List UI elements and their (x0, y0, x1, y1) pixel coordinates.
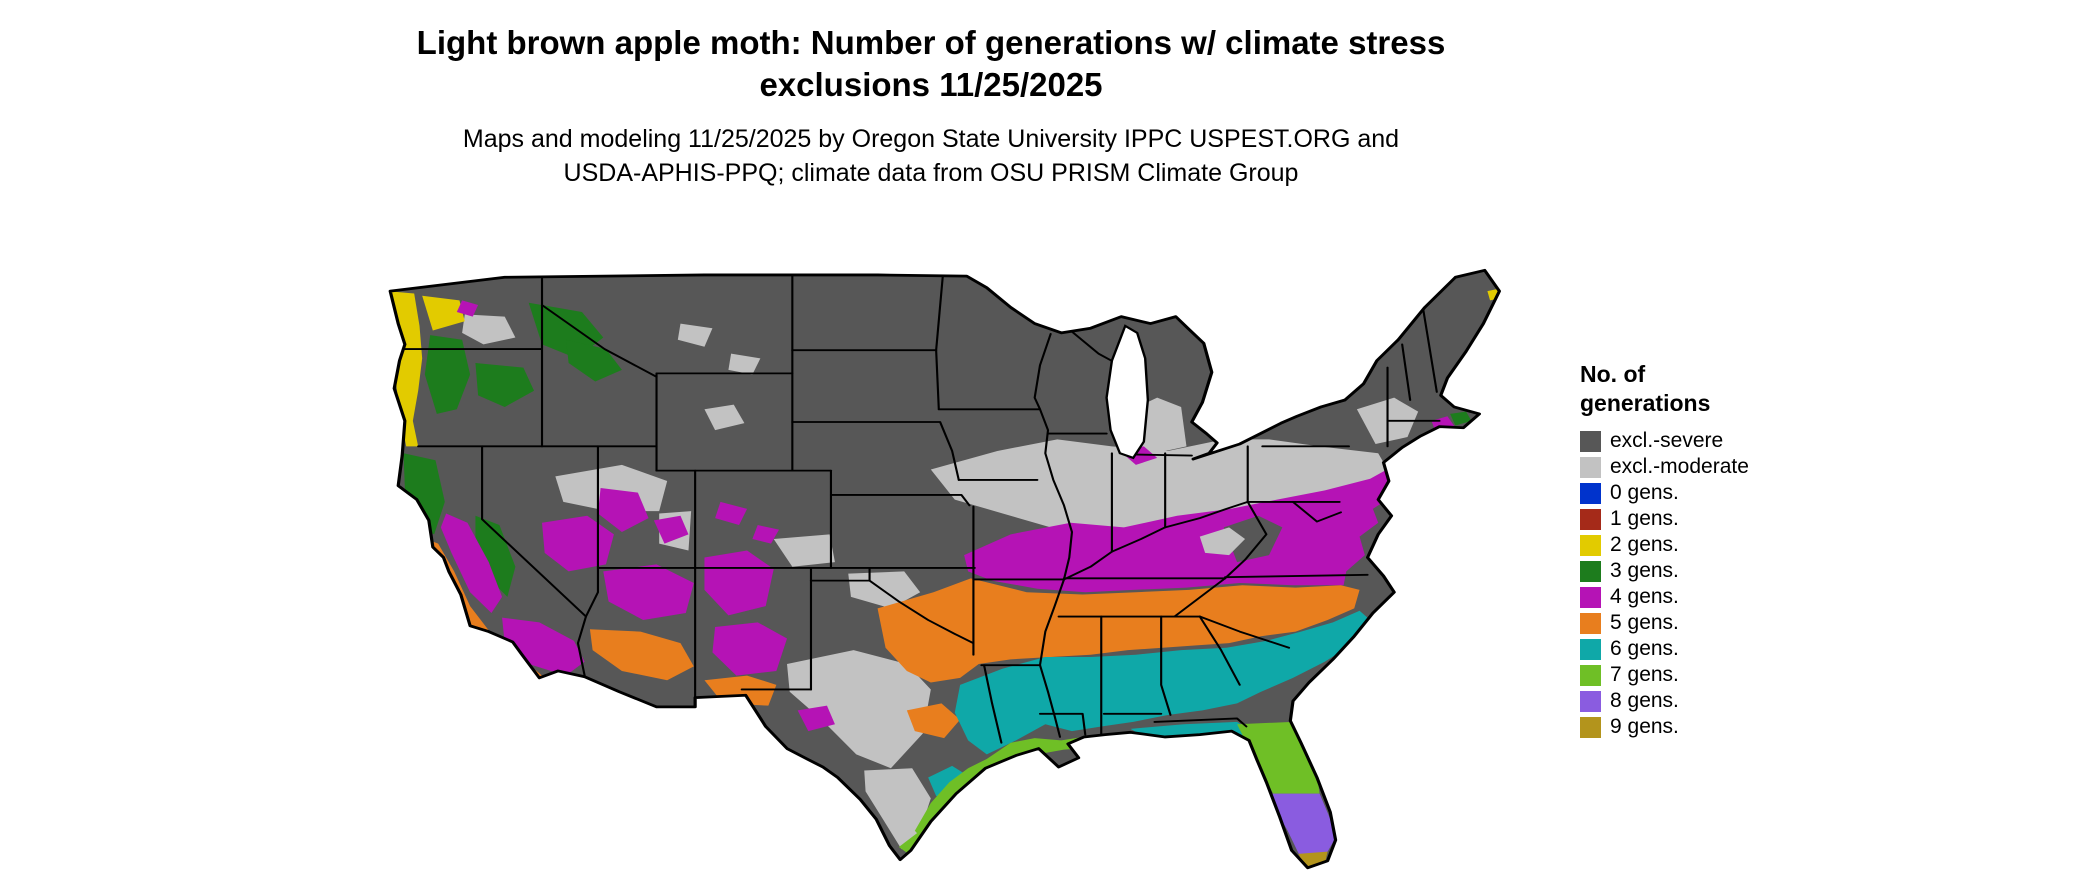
state-borders (403, 275, 1441, 744)
legend-item: 5 gens. (1580, 611, 1870, 634)
map-region (475, 362, 535, 407)
regions-overlay-exclusions (1199, 515, 1283, 563)
legend-label: 8 gens. (1610, 689, 1679, 712)
map-region (906, 703, 961, 739)
map-region (877, 578, 1360, 683)
us-outline (388, 268, 1501, 870)
map-region (440, 513, 503, 614)
legend-label: 7 gens. (1610, 663, 1679, 686)
legend-swatch (1580, 508, 1601, 530)
map-region (954, 610, 1373, 755)
page-subtitle: Maps and modeling 11/25/2025 by Oregon S… (0, 122, 1862, 190)
legend-label: 2 gens. (1610, 533, 1679, 556)
map-region (864, 768, 931, 850)
map-regions (390, 270, 1500, 868)
map-region (422, 295, 465, 331)
legend-swatch (1580, 664, 1601, 686)
regions-gen8 (1271, 793, 1335, 859)
map-region (712, 622, 788, 676)
map-region (1223, 515, 1283, 563)
map-region (424, 335, 471, 414)
map-region (677, 323, 713, 347)
map-region (475, 515, 516, 597)
map-region (502, 617, 585, 676)
map-region (787, 650, 931, 769)
subtitle-line-1: Maps and modeling 11/25/2025 by Oregon S… (462, 125, 1400, 153)
map-region (728, 353, 761, 375)
legend-title: No. of generations (1580, 360, 1870, 418)
us-generations-map (305, 224, 1530, 884)
map-region (542, 515, 614, 572)
map-legend: No. of generations excl.-severe excl.-mo… (1580, 360, 1870, 743)
legend-swatch (1580, 638, 1601, 660)
legend-swatch (1580, 430, 1601, 452)
map-region (752, 525, 780, 544)
us-map-svg (388, 268, 1501, 870)
map-region (589, 629, 694, 681)
regions-gen3 (403, 302, 1472, 597)
legend-item: 2 gens. (1580, 533, 1870, 556)
legend-label: 9 gens. (1610, 715, 1679, 738)
legend-swatch (1580, 612, 1601, 634)
map-region (456, 300, 479, 317)
subtitle-line-2: USDA-APHIS-PPQ; climate data from OSU PR… (563, 159, 1299, 187)
map-region (653, 515, 689, 544)
lake-michigan (1105, 324, 1150, 460)
map-region (773, 534, 835, 567)
legend-label: 6 gens. (1610, 637, 1679, 660)
legend-item: 4 gens. (1580, 585, 1870, 608)
map-region (603, 564, 694, 620)
page-title: Light brown apple moth: Number of genera… (0, 22, 1862, 106)
legend-item: 0 gens. (1580, 481, 1870, 504)
legend-label: 1 gens. (1610, 507, 1679, 530)
legend-swatch (1580, 482, 1601, 504)
map-region (715, 501, 748, 526)
legend-swatch (1580, 456, 1601, 478)
legend-item: 9 gens. (1580, 715, 1870, 738)
map-region (597, 488, 649, 532)
legend-item: excl.-moderate (1580, 455, 1870, 478)
map-region (704, 404, 745, 431)
map-region (1271, 793, 1335, 859)
map-region (704, 550, 774, 616)
legend-item: 8 gens. (1580, 689, 1870, 712)
legend-label: excl.-moderate (1610, 455, 1749, 478)
legend-item: 6 gens. (1580, 637, 1870, 660)
legend-label: 5 gens. (1610, 611, 1679, 634)
legend-swatch (1580, 716, 1601, 738)
map-region (462, 314, 516, 345)
title-line-1: Light brown apple moth: Number of genera… (416, 24, 1446, 61)
legend-swatch (1580, 586, 1601, 608)
legend-swatch (1580, 534, 1601, 556)
legend-label: 3 gens. (1610, 559, 1679, 582)
legend-item: excl.-severe (1580, 429, 1870, 452)
legend-swatch (1580, 560, 1601, 582)
map-region (797, 705, 835, 732)
legend-item: 7 gens. (1580, 663, 1870, 686)
legend-label: 4 gens. (1610, 585, 1679, 608)
legend-swatch (1580, 690, 1601, 712)
legend-item: 3 gens. (1580, 559, 1870, 582)
legend-label: excl.-severe (1610, 429, 1724, 452)
legend-title-line-2: generations (1580, 389, 1711, 416)
title-line-2: exclusions 11/25/2025 (759, 66, 1103, 104)
map-region (964, 462, 1413, 593)
legend-item: 1 gens. (1580, 507, 1870, 530)
legend-title-line-1: No. of (1580, 361, 1646, 387)
map-region (1450, 411, 1472, 426)
legend-label: 0 gens. (1610, 481, 1679, 504)
map-region (565, 339, 622, 382)
map-region (1199, 527, 1246, 556)
